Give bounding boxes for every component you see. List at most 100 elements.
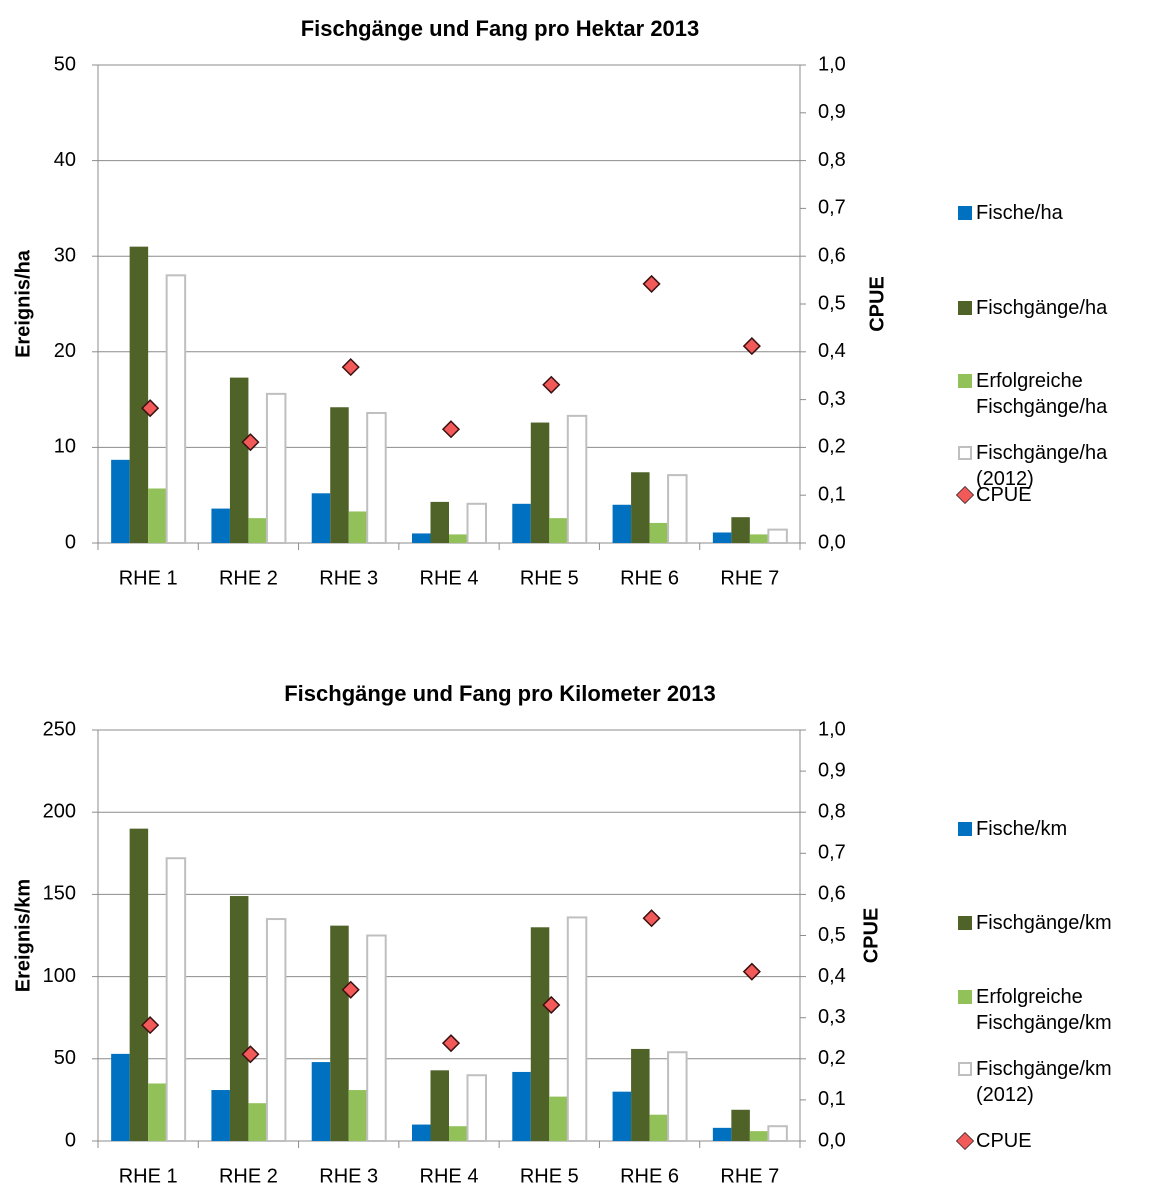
bar: [512, 503, 531, 543]
bar: [449, 534, 468, 543]
y-tick-label: 250: [43, 718, 76, 740]
x-tick-label: RHE 7: [720, 1165, 779, 1187]
legend-item: Fischgänge/ha (2012): [958, 440, 1158, 492]
legend-label: Erfolgreiche Fischgänge/km: [976, 986, 1112, 1034]
legend-item: Fischgänge/km (2012): [958, 1056, 1158, 1108]
cpue-marker: [441, 1034, 461, 1053]
cpue-marker: [542, 375, 561, 394]
y-tick-label: 150: [43, 883, 76, 905]
legend-item: Erfolgreiche Fischgänge/ha: [958, 368, 1158, 420]
bar: [412, 1124, 431, 1141]
y-tick-label: 20: [54, 340, 76, 362]
bar: [265, 918, 287, 1142]
legend-swatch: [955, 485, 975, 505]
legend-label: Fischgänge/km: [976, 912, 1112, 934]
y2-tick-label: 1,0: [818, 718, 846, 740]
x-tick-label: RHE 3: [319, 567, 378, 589]
legend-label: CPUE: [976, 484, 1032, 506]
cpue-marker: [542, 995, 561, 1015]
chart-title: Fischgänge und Fang pro Hektar 2013: [301, 16, 700, 41]
legend-label: Erfolgreiche Fischgänge/ha: [976, 370, 1108, 418]
y-tick-label: 50: [54, 53, 76, 75]
bar: [165, 274, 187, 544]
cpue-marker: [642, 274, 661, 293]
bar: [749, 1131, 769, 1141]
legend-label: Fischgänge/ha: [976, 297, 1108, 319]
bar: [311, 493, 331, 543]
y2-tick-label: 0,1: [818, 483, 846, 505]
bar: [530, 927, 550, 1141]
bar: [731, 517, 750, 543]
legend-item: CPUE: [955, 1128, 1158, 1154]
bar: [449, 1126, 468, 1141]
cpue-marker: [241, 1045, 260, 1064]
bar: [348, 511, 368, 543]
bar: [566, 414, 588, 544]
y2-tick-label: 0,4: [818, 340, 846, 362]
legend-label: Fischgänge/km (2012): [976, 1058, 1112, 1106]
y-tick-label: 0: [65, 1129, 76, 1151]
x-tick-label: RHE 6: [620, 567, 679, 589]
bar: [767, 528, 788, 545]
x-tick-label: RHE 6: [620, 1165, 679, 1187]
bar: [412, 533, 431, 543]
x-tick-label: RHE 4: [420, 1165, 479, 1187]
y-axis-label: Ereignis/km: [12, 879, 34, 992]
x-tick-label: RHE 1: [119, 1165, 178, 1187]
x-tick-label: RHE 7: [720, 567, 779, 589]
bar: [466, 1074, 487, 1142]
bar: [311, 1062, 331, 1141]
legend-item: Erfolgreiche Fischgänge/km: [958, 984, 1158, 1036]
y2-axis-label: CPUE: [860, 908, 882, 964]
bar: [211, 508, 230, 543]
bar: [612, 504, 632, 543]
cpue-marker: [742, 962, 761, 981]
bar: [165, 857, 187, 1142]
y-axis-label: Ereignis/ha: [12, 249, 34, 358]
bar: [430, 1070, 449, 1141]
y-tick-label: 100: [43, 965, 76, 987]
bar: [549, 1096, 568, 1141]
cpue-marker: [341, 358, 360, 377]
bar: [248, 518, 267, 543]
bar: [712, 532, 732, 543]
bar: [649, 1114, 669, 1141]
y2-tick-label: 0,8: [818, 149, 846, 171]
y2-tick-label: 0,9: [818, 101, 846, 123]
y-tick-label: 10: [54, 436, 76, 458]
bar: [265, 392, 287, 545]
cpue-marker: [341, 980, 360, 999]
bar: [211, 1090, 230, 1141]
y2-tick-label: 0,7: [818, 197, 846, 219]
y2-tick-label: 0,9: [818, 759, 846, 781]
y2-tick-label: 0,4: [818, 965, 846, 987]
x-tick-label: RHE 3: [319, 1165, 378, 1187]
y2-tick-label: 0,7: [818, 842, 846, 864]
cpue-marker: [141, 1016, 160, 1035]
bar: [631, 472, 650, 543]
bar: [649, 522, 669, 543]
legend-item: Fischgänge/km: [958, 910, 1158, 936]
legend-swatch: [958, 301, 972, 315]
bar: [530, 422, 550, 543]
legend-label: Fische/ha: [976, 202, 1063, 224]
bar: [248, 1103, 267, 1141]
bar: [129, 246, 149, 543]
cpue-marker: [441, 420, 461, 439]
y2-tick-label: 0,6: [818, 883, 846, 905]
bar: [111, 459, 130, 543]
y2-tick-label: 0,0: [818, 1129, 846, 1151]
y-tick-label: 50: [54, 1047, 76, 1069]
bar: [466, 502, 487, 544]
bar: [148, 1083, 167, 1141]
bar: [229, 896, 249, 1141]
legend-label: Fische/km: [976, 818, 1068, 840]
y2-tick-label: 0,3: [818, 1006, 846, 1028]
bar: [430, 501, 449, 543]
cpue-marker: [141, 399, 160, 418]
x-tick-label: RHE 1: [119, 567, 178, 589]
bar: [366, 934, 387, 1142]
bar: [330, 925, 349, 1141]
